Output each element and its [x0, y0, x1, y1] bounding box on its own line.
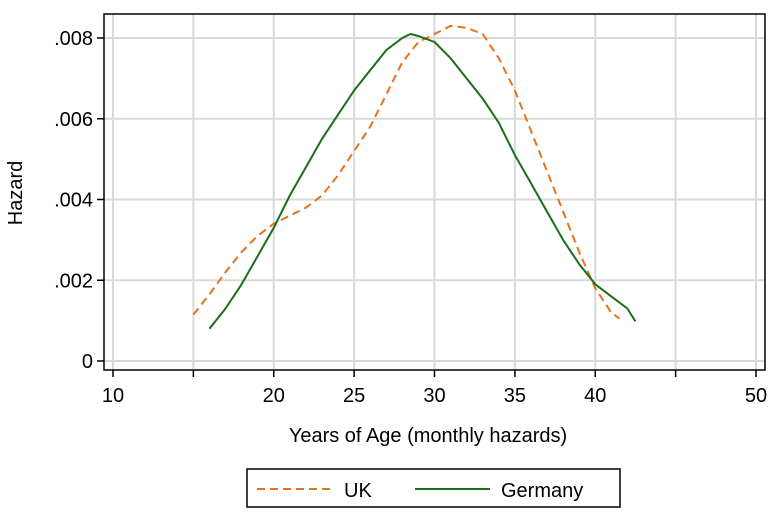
y-tick-label: .004: [54, 190, 93, 212]
grid-layer: [104, 14, 765, 370]
series-layer: [192, 24, 637, 330]
x-axis-title: Years of Age (monthly hazards): [289, 425, 567, 447]
labels-layer: 10 20 25 30 35 40 50 0 .002 .004 .006 .008: [54, 28, 767, 407]
x-tick-label: 40: [584, 385, 606, 407]
legend: UK Germany: [246, 468, 621, 508]
y-tick-label: 0: [82, 351, 93, 373]
x-tick-label: 30: [423, 385, 445, 407]
x-tick-label: 35: [504, 385, 526, 407]
series-line-germany: [208, 33, 637, 330]
y-tick-label: .006: [54, 109, 93, 131]
axes-layer: [97, 13, 766, 377]
y-tick-label: .008: [54, 28, 93, 50]
y-axis-title: Hazard: [5, 161, 27, 225]
legend-label-uk: UK: [344, 480, 372, 502]
legend-label-germany: Germany: [501, 480, 583, 502]
x-tick-label: 20: [263, 385, 285, 407]
x-tick-label: 50: [745, 385, 767, 407]
x-tick-label: 10: [102, 385, 124, 407]
series-line-uk: [192, 24, 620, 320]
x-tick-label: 25: [343, 385, 365, 407]
y-tick-label: .002: [54, 270, 93, 292]
